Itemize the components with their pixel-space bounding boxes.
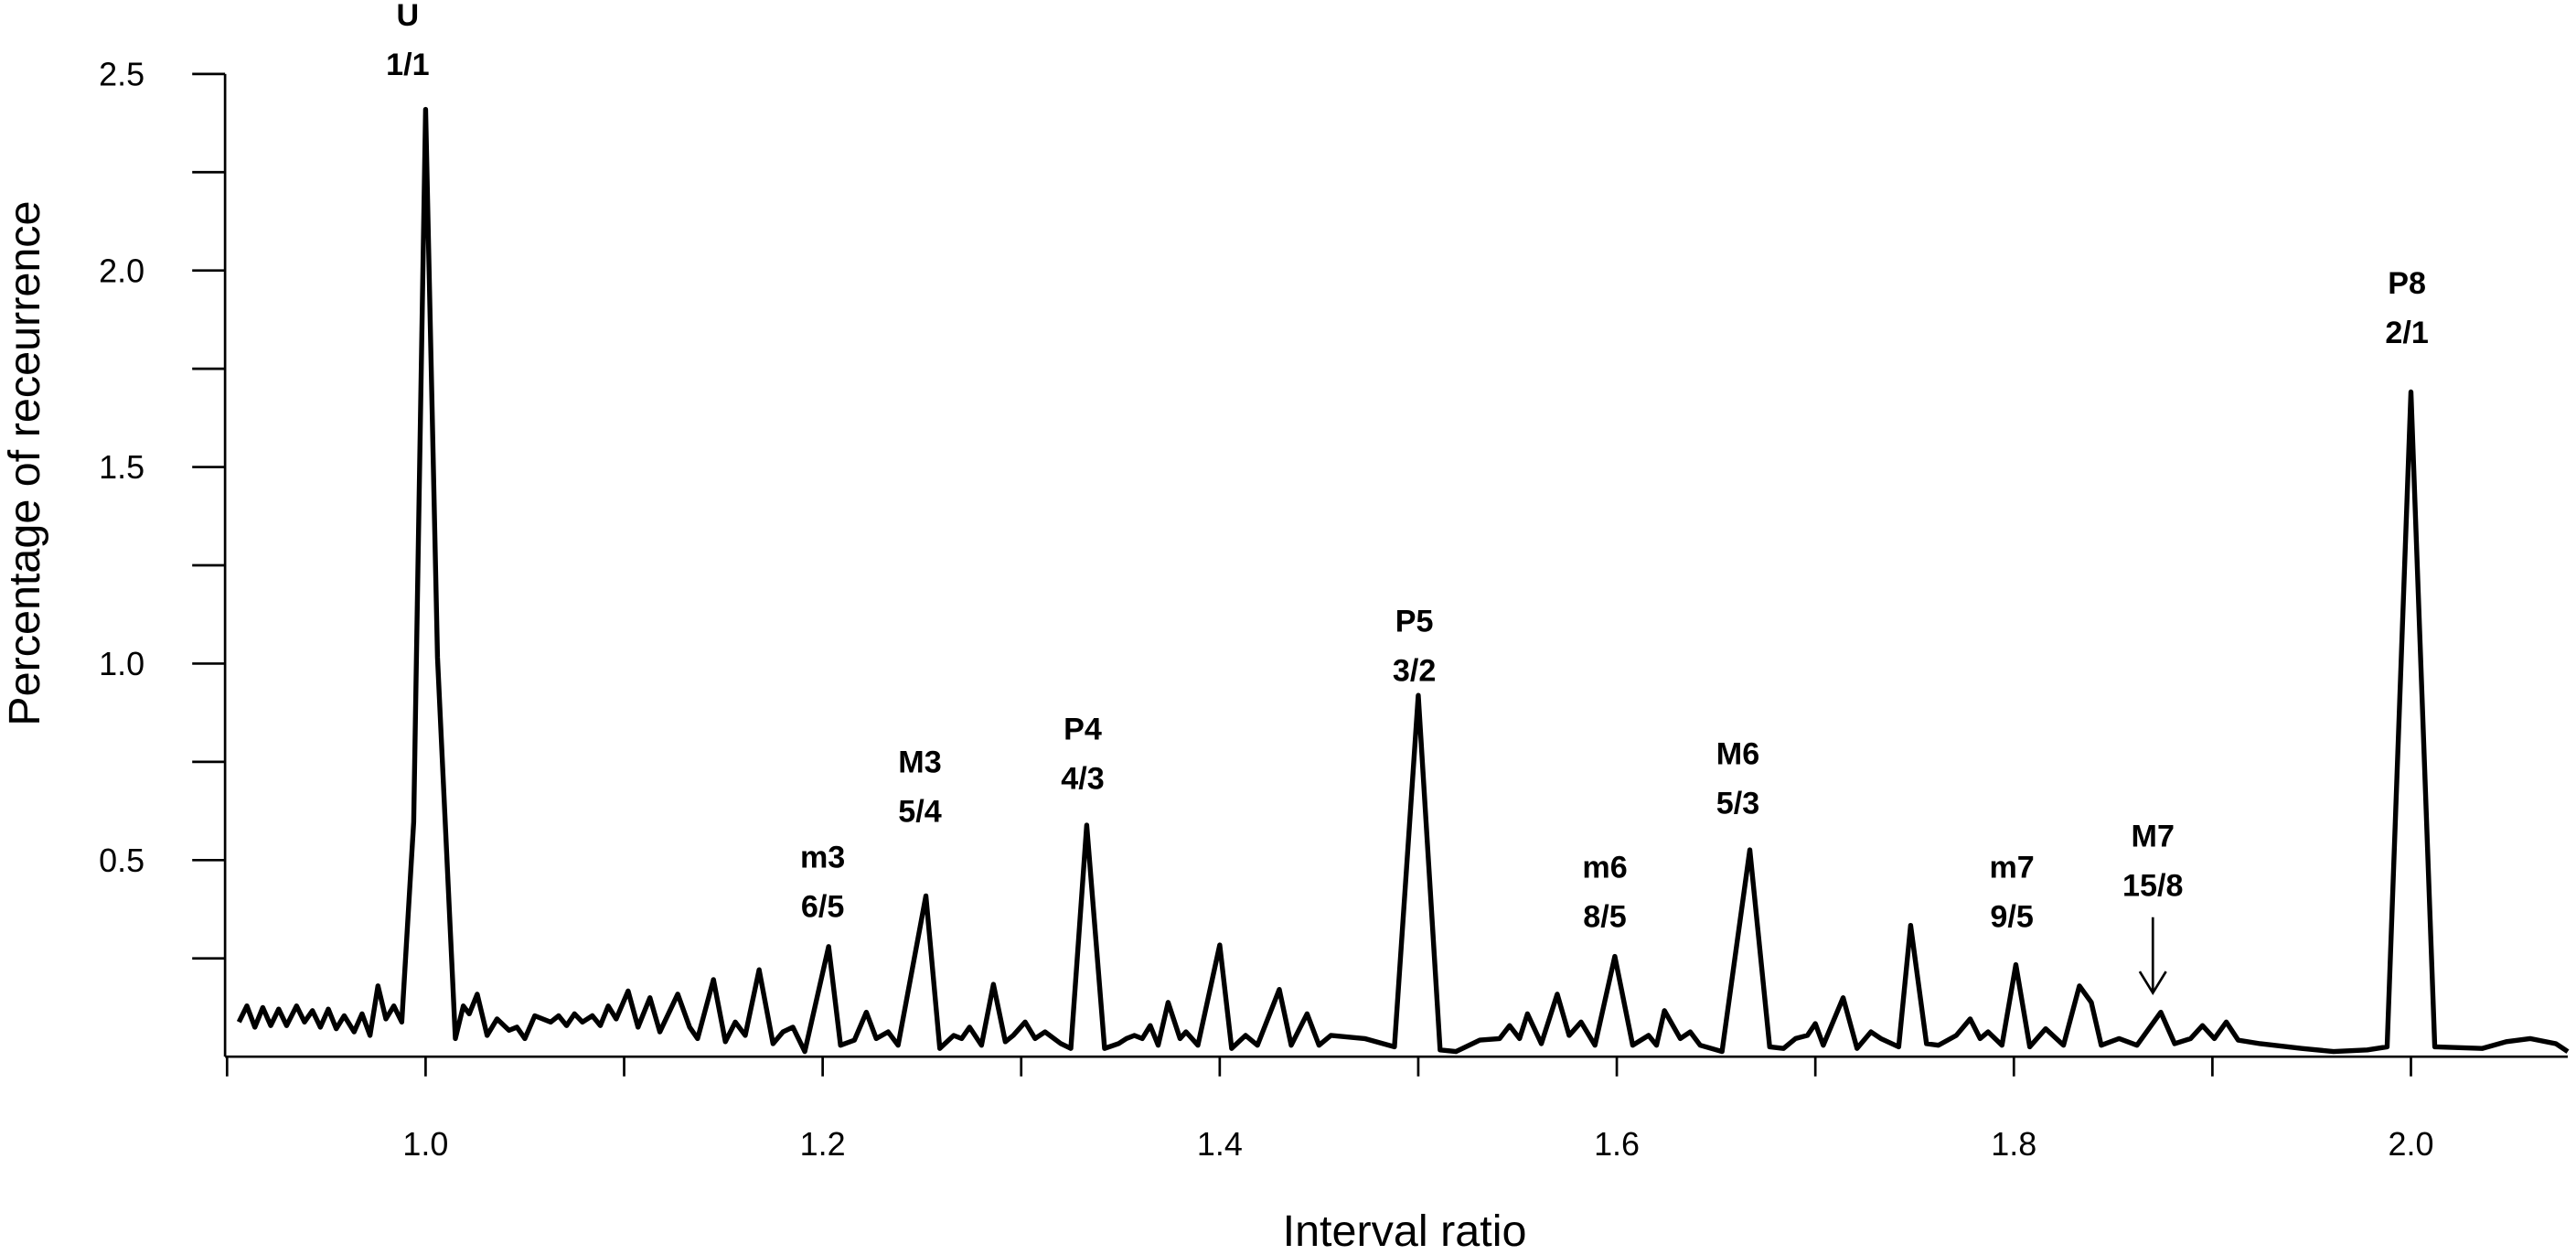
annotation-ratio: 9/5: [1990, 899, 2033, 934]
annotation-label: m3: [800, 841, 845, 875]
annotation-label: P8: [2388, 266, 2426, 301]
data-line: [236, 106, 2570, 1055]
x-axis-title: Interval ratio: [1283, 1207, 1527, 1255]
y-tick-label: 2.0: [99, 252, 144, 289]
x-tick-label: 2.0: [2389, 1125, 2434, 1163]
annotation-label: U: [397, 0, 420, 33]
annotation-ratio: 15/8: [2122, 868, 2183, 903]
annotation-label: m7: [1989, 850, 2034, 885]
x-tick-label: 1.4: [1197, 1125, 1243, 1163]
annotation-label: M3: [898, 745, 941, 780]
annotation-label: m6: [1582, 850, 1627, 885]
annotation-ratio: 4/3: [1061, 762, 1104, 797]
annotation-arrowhead: [2138, 971, 2167, 995]
x-tick-label: 1.0: [402, 1125, 448, 1163]
x-tick-label: 1.6: [1594, 1125, 1640, 1163]
y-tick-label: 1.0: [99, 645, 144, 682]
x-tick-label: 1.8: [1991, 1125, 2036, 1163]
annotation-ratio: 1/1: [386, 48, 429, 82]
annotation-label: M6: [1716, 737, 1759, 772]
annotation-label: P5: [1395, 604, 1434, 638]
annotation-ratio: 8/5: [1583, 899, 1626, 934]
x-tick-label: 1.2: [800, 1125, 846, 1163]
annotation-ratio: 2/1: [2385, 316, 2428, 350]
annotation-ratio: 6/5: [801, 890, 844, 925]
annotation-ratio: 5/4: [898, 795, 941, 830]
y-tick-label: 0.5: [99, 842, 144, 879]
annotation-label: M7: [2132, 820, 2175, 854]
annotation-ratio: 5/3: [1716, 787, 1759, 821]
y-tick-label: 1.5: [99, 448, 144, 486]
annotation-label: P4: [1064, 713, 1102, 747]
y-axis-title: Percentage of receurrence: [0, 200, 49, 725]
y-tick-label: 2.5: [99, 55, 144, 92]
annotation-ratio: 3/2: [1393, 653, 1436, 688]
